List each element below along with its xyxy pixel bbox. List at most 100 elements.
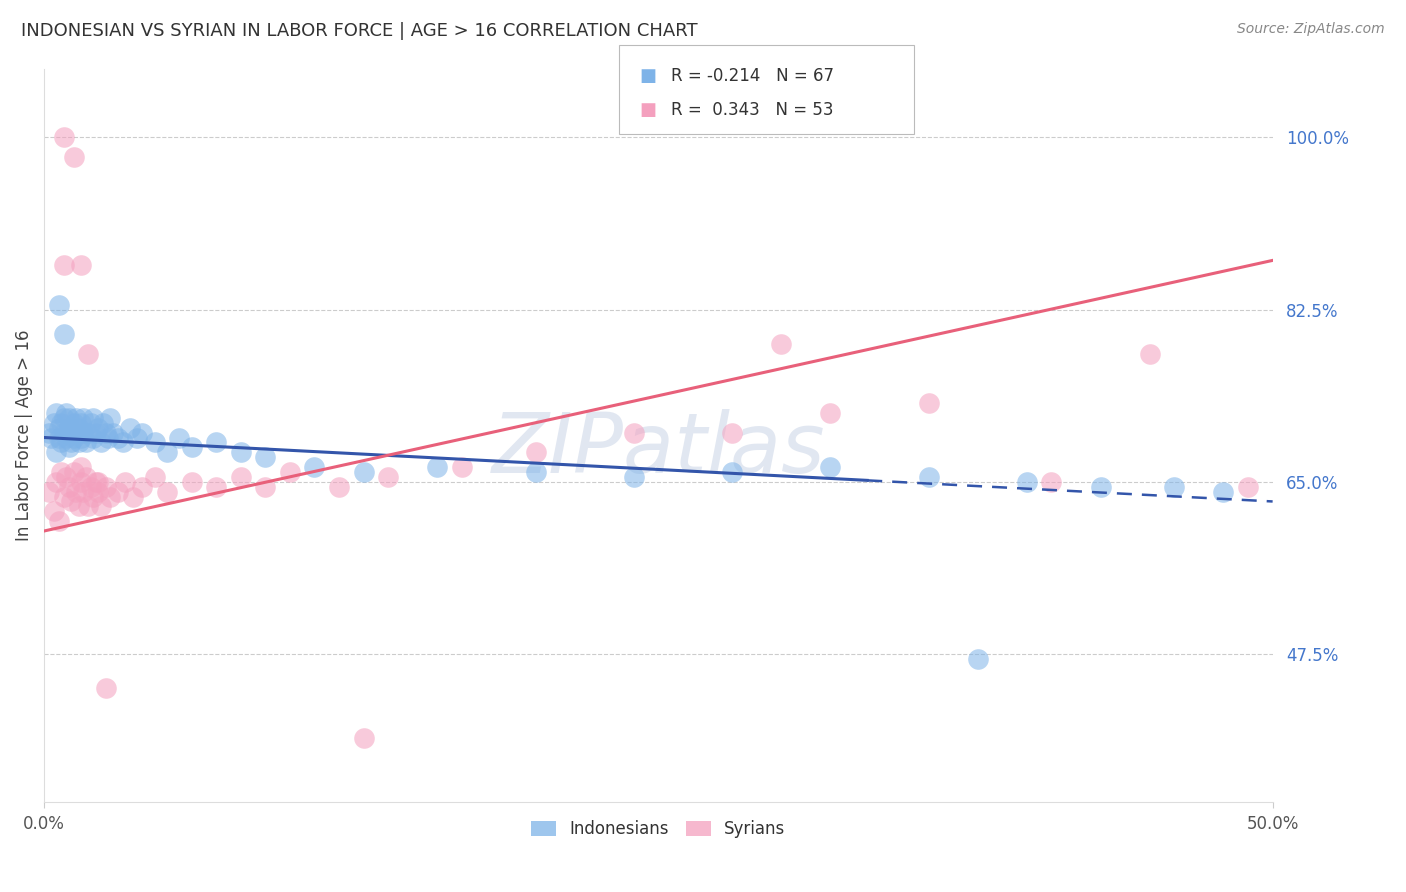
- Point: [45, 445, 67, 459]
- Point: [100, 410, 122, 425]
- Legend: Indonesians, Syrians: Indonesians, Syrians: [524, 814, 792, 845]
- Point: [107, 430, 129, 444]
- Point: [450, 460, 472, 475]
- Point: [60, 494, 83, 508]
- Point: [180, 441, 202, 455]
- Point: [58, 420, 80, 434]
- Point: [377, 470, 399, 484]
- Point: [87, 475, 110, 489]
- Point: [60, 435, 83, 450]
- Text: R =  0.343   N = 53: R = 0.343 N = 53: [671, 101, 834, 119]
- Point: [84, 475, 107, 489]
- Point: [1090, 480, 1112, 494]
- Point: [77, 500, 100, 514]
- Point: [107, 484, 129, 499]
- Point: [97, 430, 120, 444]
- Point: [65, 484, 87, 499]
- Point: [87, 420, 110, 434]
- Point: [65, 410, 87, 425]
- Text: ■: ■: [640, 101, 657, 119]
- Point: [94, 480, 117, 494]
- Point: [70, 430, 93, 444]
- Point: [167, 430, 190, 444]
- Point: [94, 425, 117, 440]
- Point: [1139, 347, 1161, 361]
- Point: [58, 410, 80, 425]
- Point: [72, 425, 94, 440]
- Point: [58, 441, 80, 455]
- Point: [94, 681, 117, 696]
- Point: [84, 425, 107, 440]
- Point: [55, 470, 77, 484]
- Point: [917, 396, 939, 410]
- Y-axis label: In Labor Force | Age > 16: In Labor Force | Age > 16: [15, 329, 32, 541]
- Point: [111, 435, 134, 450]
- Point: [72, 484, 94, 499]
- Point: [229, 470, 252, 484]
- Point: [143, 435, 166, 450]
- Point: [48, 430, 70, 444]
- Point: [623, 470, 645, 484]
- Point: [623, 425, 645, 440]
- Point: [41, 430, 63, 444]
- Point: [52, 258, 75, 272]
- Point: [820, 406, 842, 420]
- Point: [524, 445, 547, 459]
- Point: [45, 406, 67, 420]
- Text: INDONESIAN VS SYRIAN IN LABOR FORCE | AGE > 16 CORRELATION CHART: INDONESIAN VS SYRIAN IN LABOR FORCE | AG…: [21, 22, 697, 40]
- Point: [90, 500, 112, 514]
- Point: [67, 420, 90, 434]
- Point: [80, 480, 103, 494]
- Point: [131, 480, 153, 494]
- Point: [67, 500, 90, 514]
- Point: [62, 150, 84, 164]
- Point: [82, 410, 104, 425]
- Point: [353, 731, 375, 745]
- Point: [917, 470, 939, 484]
- Point: [58, 480, 80, 494]
- Point: [131, 425, 153, 440]
- Point: [70, 416, 93, 430]
- Point: [1015, 475, 1038, 489]
- Point: [278, 465, 301, 479]
- Point: [820, 460, 842, 475]
- Point: [77, 347, 100, 361]
- Text: ■: ■: [640, 67, 657, 85]
- Point: [51, 465, 73, 479]
- Point: [52, 425, 75, 440]
- Point: [55, 406, 77, 420]
- Text: R = -0.214   N = 67: R = -0.214 N = 67: [671, 67, 834, 85]
- Point: [121, 490, 143, 504]
- Point: [52, 327, 75, 342]
- Point: [1237, 480, 1260, 494]
- Point: [82, 430, 104, 444]
- Point: [51, 416, 73, 430]
- Point: [62, 416, 84, 430]
- Point: [143, 470, 166, 484]
- Point: [770, 337, 793, 351]
- Point: [65, 425, 87, 440]
- Point: [1212, 484, 1234, 499]
- Point: [38, 425, 60, 440]
- Point: [55, 430, 77, 444]
- Point: [60, 425, 83, 440]
- Point: [70, 475, 93, 489]
- Point: [120, 420, 142, 434]
- Point: [75, 435, 97, 450]
- Point: [1040, 475, 1063, 489]
- Point: [101, 425, 124, 440]
- Point: [42, 416, 65, 430]
- Point: [80, 416, 103, 430]
- Point: [52, 130, 75, 145]
- Point: [87, 484, 110, 499]
- Point: [304, 460, 326, 475]
- Text: ZIPatlas: ZIPatlas: [492, 409, 825, 491]
- Text: Source: ZipAtlas.com: Source: ZipAtlas.com: [1237, 22, 1385, 37]
- Point: [77, 425, 100, 440]
- Point: [82, 490, 104, 504]
- Point: [156, 484, 179, 499]
- Point: [426, 460, 449, 475]
- Point: [229, 445, 252, 459]
- Point: [254, 480, 277, 494]
- Point: [45, 475, 67, 489]
